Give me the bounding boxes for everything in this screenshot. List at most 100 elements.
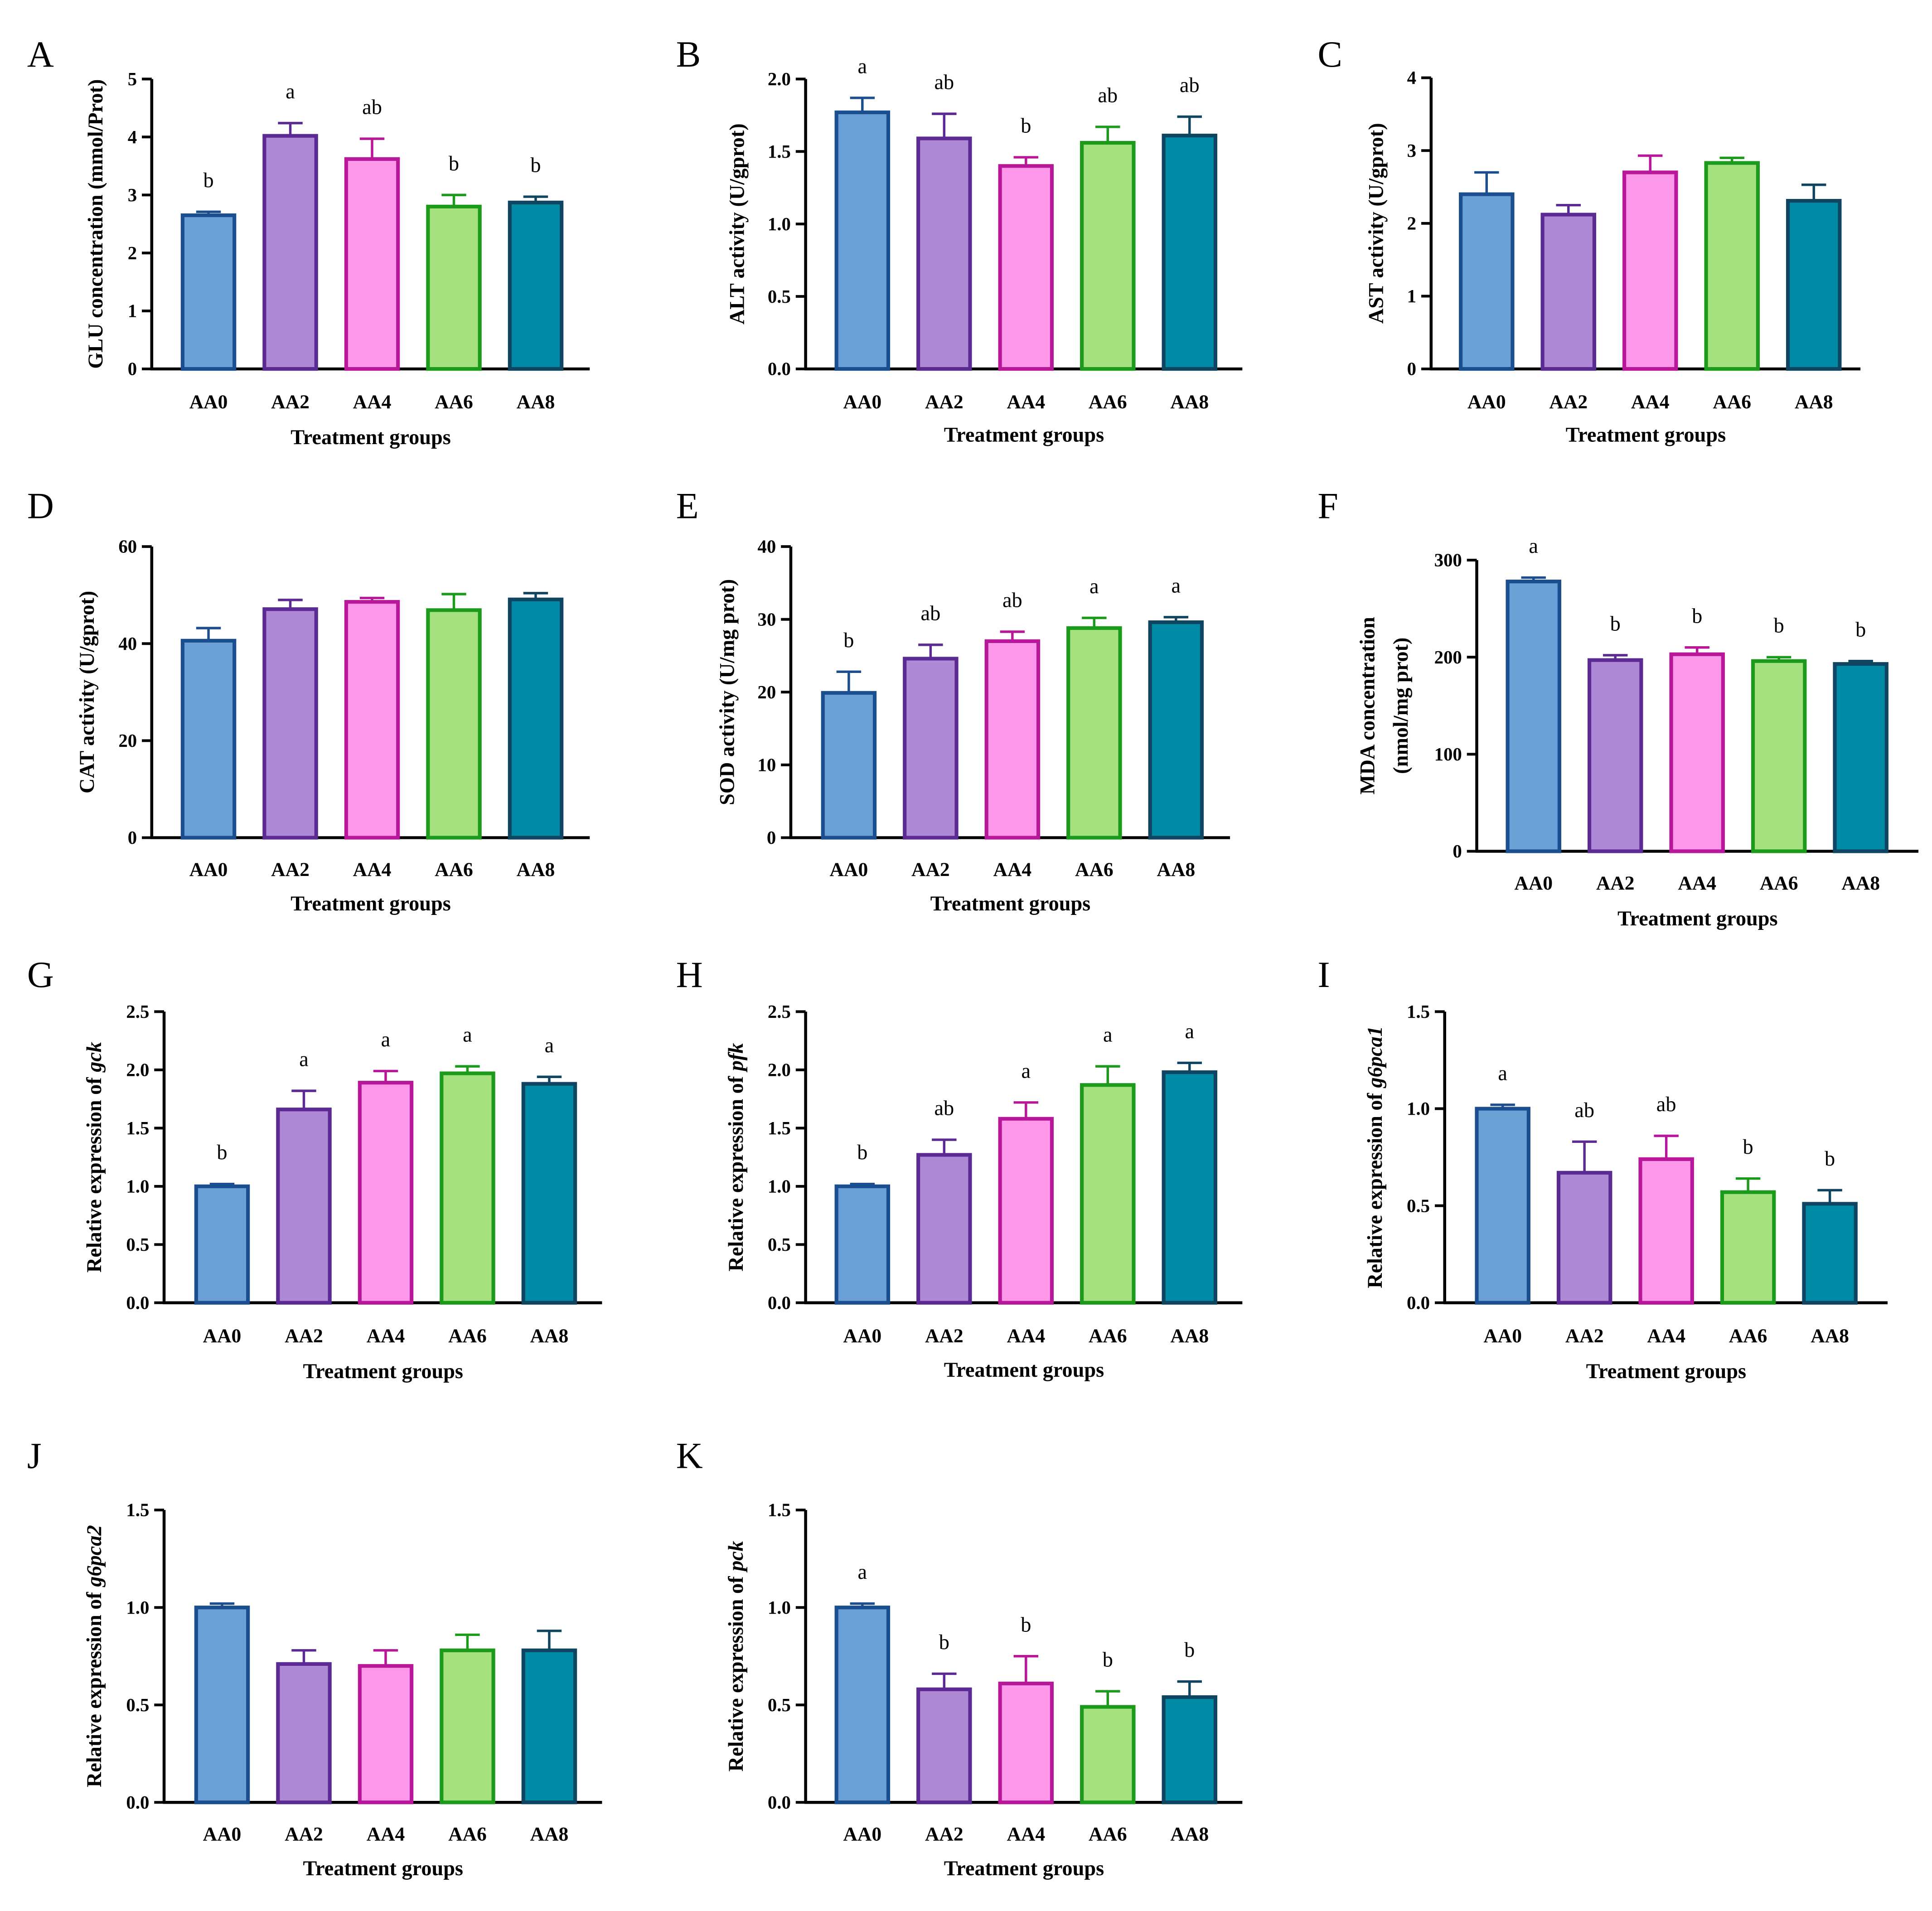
x-tick-label: AA4 [993, 859, 1032, 881]
y-axis-label: GLU concentration (mmol/Prot) [84, 79, 107, 369]
y-axis-label: AST activity (U/gprot) [1365, 123, 1388, 324]
y-tick-label: 40 [118, 634, 137, 654]
bar-aa0 [1459, 192, 1515, 371]
bar-aa8 [508, 597, 564, 840]
y-tick-label: 0.0 [768, 1792, 791, 1813]
x-axis-label: Treatment groups [291, 892, 450, 915]
bar-aa0 [180, 213, 237, 371]
y-tick-label: 1.0 [768, 1597, 791, 1618]
x-tick-label: AA6 [1089, 1824, 1127, 1845]
panel-label: C [1317, 34, 1342, 75]
x-axis-label: Treatment groups [944, 1857, 1104, 1880]
y-axis-label-gene: g6pca2 [83, 1525, 106, 1587]
bar-aa4 [998, 1117, 1054, 1305]
x-tick-label: AA8 [530, 1325, 569, 1347]
y-axis-label-line2: (nmol/mg prot) [1390, 638, 1413, 774]
x-axis-label: Treatment groups [1617, 907, 1777, 930]
y-tick-label: 0.0 [1407, 1292, 1430, 1313]
bar-aa4 [998, 1681, 1054, 1805]
x-tick-label: AA8 [1157, 859, 1195, 881]
y-tick-label: 1.0 [126, 1597, 149, 1618]
significance-letter: b [1855, 618, 1866, 641]
y-tick-label: 0 [128, 827, 137, 848]
y-tick-label: 0.5 [768, 1695, 791, 1715]
y-axis-label-gene: g6pca1 [1364, 1026, 1387, 1088]
panel-label: K [676, 1435, 703, 1476]
significance-letter: b [1021, 1613, 1031, 1636]
bar-aa2 [276, 1108, 332, 1305]
y-axis-label-gene: gck [83, 1042, 106, 1073]
significance-letter: a [1498, 1062, 1507, 1085]
bar-aa0 [180, 639, 237, 840]
significance-letter: b [449, 152, 459, 175]
significance-letter: ab [1002, 589, 1022, 612]
y-tick-label: 3 [1407, 140, 1416, 161]
significance-letter: b [939, 1631, 949, 1654]
significance-letter: a [858, 1561, 867, 1584]
bar-aa6 [1066, 626, 1122, 840]
x-axis-label: Treatment groups [1586, 1360, 1746, 1383]
x-axis-label: Treatment groups [944, 1359, 1104, 1382]
y-axis-label: MDA concentration [1356, 617, 1380, 794]
y-tick-label: 2.0 [768, 69, 791, 89]
x-tick-label: AA0 [1514, 872, 1553, 894]
bar-aa4 [344, 600, 400, 840]
bar-aa8 [521, 1082, 577, 1305]
panel-label: A [27, 34, 54, 75]
x-tick-label: AA0 [203, 1325, 242, 1347]
bar-aa2 [276, 1662, 332, 1805]
y-tick-label: 1.0 [768, 1176, 791, 1196]
bar-aa6 [1080, 1705, 1136, 1805]
x-tick-label: AA6 [435, 391, 473, 413]
y-axis-label-prefix: Relative expression of [83, 1072, 106, 1272]
significance-letter: b [1692, 605, 1702, 628]
x-tick-label: AA8 [530, 1824, 569, 1845]
y-tick-label: 0 [128, 359, 137, 379]
y-tick-label: 2.0 [768, 1060, 791, 1080]
chart-panel-k: K 0.0 0.5 1.0 1.5 Relative expression of pck a… [676, 1435, 1243, 1880]
x-axis-label: Treatment groups [303, 1857, 463, 1880]
x-tick-label: AA0 [1467, 391, 1506, 413]
bar-aa6 [1080, 141, 1136, 371]
x-tick-label: AA4 [353, 859, 392, 881]
bar-aa6 [426, 608, 482, 840]
significance-letter: b [1743, 1136, 1753, 1159]
bar-aa4 [344, 157, 400, 371]
y-tick-label: 1.5 [768, 1118, 791, 1138]
y-tick-label: 4 [1407, 68, 1416, 88]
y-tick-label: 1.5 [768, 141, 791, 162]
y-tick-label: 0 [767, 827, 776, 848]
y-tick-label: 5 [128, 69, 137, 89]
x-tick-label: AA8 [1811, 1325, 1849, 1347]
bar-aa4 [984, 639, 1041, 840]
bar-aa2 [1556, 1171, 1612, 1305]
y-tick-label: 100 [1434, 744, 1462, 764]
x-tick-label: AA0 [189, 391, 228, 413]
chart-panel-e: E 0 10 20 30 40 SOD activity (U/mg prot) b AA0 ab… [676, 485, 1230, 915]
y-axis-label-prefix: Relative expression of [725, 1571, 748, 1771]
x-tick-label: AA2 [271, 859, 310, 881]
x-tick-label: AA4 [353, 391, 392, 413]
chart-panel-f: F 0 100 200 300 MDA concentration (nmol/mg pro… [1317, 485, 1919, 930]
significance-letter: b [843, 629, 854, 652]
bar-aa2 [916, 1687, 972, 1805]
bar-aa6 [426, 204, 482, 371]
y-axis-label-prefix: Relative expression of [1364, 1088, 1387, 1288]
y-tick-label: 2.5 [768, 1001, 791, 1022]
y-tick-label: 2 [128, 243, 137, 263]
x-tick-label: AA8 [1841, 872, 1880, 894]
x-tick-label: AA8 [1170, 391, 1209, 413]
x-tick-label: AA0 [189, 859, 228, 881]
significance-letter: ab [1180, 74, 1200, 97]
y-tick-label: 1.0 [1407, 1098, 1430, 1119]
x-tick-label: AA6 [1760, 872, 1798, 894]
bar-aa8 [1786, 198, 1842, 371]
y-axis-label-prefix: Relative expression of [725, 1071, 748, 1271]
bar-aa2 [903, 657, 959, 840]
y-tick-label: 20 [118, 731, 137, 751]
x-tick-label: AA6 [1075, 859, 1114, 881]
y-tick-label: 30 [757, 609, 776, 629]
chart-panel-b: B 0.0 0.5 1.0 1.5 2.0 ALT activity (U/gprot) a A… [676, 34, 1243, 447]
y-axis-label: Relative expression of pfk [725, 1043, 748, 1272]
bar-aa4 [358, 1664, 414, 1805]
